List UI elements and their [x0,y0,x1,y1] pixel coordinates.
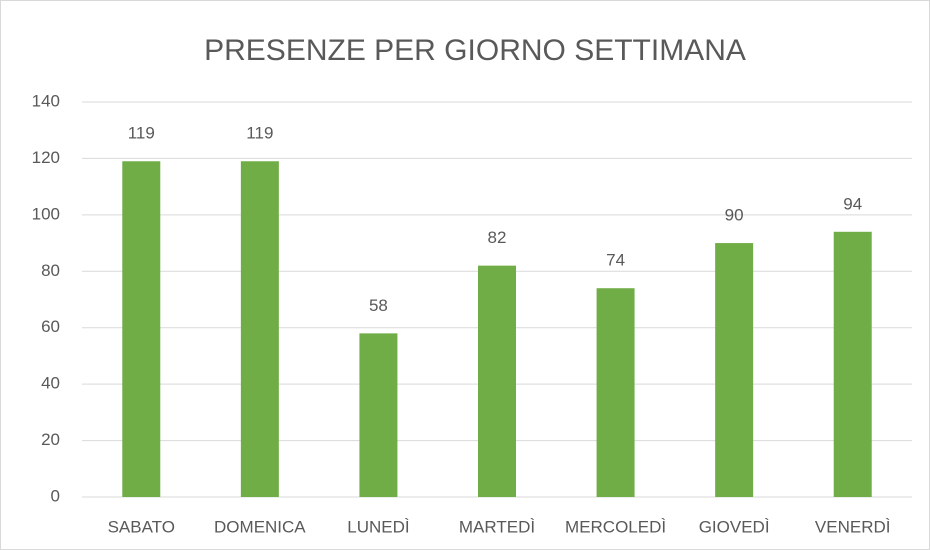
x-tick-label: LUNEDÌ [347,517,409,536]
x-tick-label: MARTEDÌ [459,517,535,536]
y-tick-label: 0 [51,486,60,505]
bar [596,288,635,497]
y-tick-label: 100 [32,204,60,223]
value-label: 119 [128,124,155,143]
y-tick-label: 20 [41,430,60,449]
y-tick-label: 120 [32,148,60,167]
bar [359,333,398,497]
x-tick-label: MERCOLEDÌ [565,517,666,536]
y-tick-label: 80 [41,261,60,280]
value-label: 74 [606,251,625,270]
value-label: 94 [843,194,862,213]
x-tick-label: SABATO [108,517,175,536]
y-tick-label: 40 [41,374,60,393]
x-tick-label: DOMENICA [214,517,306,536]
bar [122,161,161,497]
bar [833,231,872,498]
bar [478,265,516,497]
value-label: 58 [369,296,388,315]
x-tick-label: VENERDÌ [815,517,891,536]
y-tick-label: 140 [32,91,60,110]
bar [240,161,279,497]
bar [715,243,754,497]
chart-title: PRESENZE PER GIORNO SETTIMANA [204,34,746,67]
y-tick-label: 60 [41,317,60,336]
x-tick-label: GIOVEDÌ [699,517,770,536]
value-label: 82 [488,228,507,247]
value-label: 119 [246,124,273,143]
value-label: 90 [725,206,744,225]
